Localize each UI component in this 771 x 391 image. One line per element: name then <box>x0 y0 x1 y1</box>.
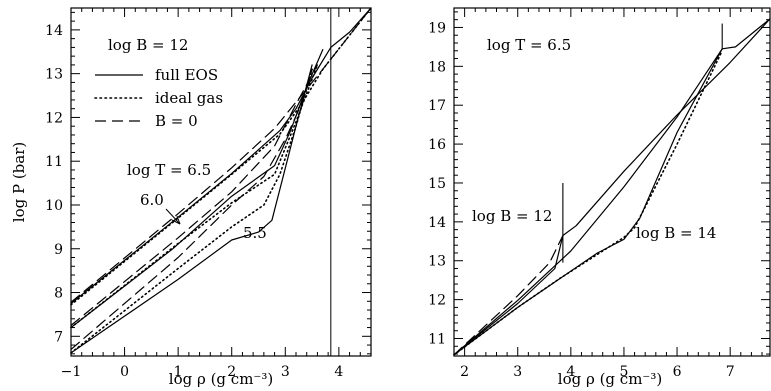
right-plot-frame <box>453 7 771 357</box>
right-series-solid-3 <box>453 18 771 356</box>
left-series-dashed-5 <box>70 64 318 326</box>
right-marker-lines <box>562 23 723 263</box>
right-x-tick-label: 7 <box>726 364 735 380</box>
right-y-tick-label: 17 <box>428 98 446 114</box>
right-y-tick-label: 15 <box>428 176 446 192</box>
left-y-tick-label: 10 <box>45 198 63 214</box>
left-x-tick-label: 3 <box>281 364 290 380</box>
right-series <box>453 18 771 356</box>
left-x-axis-title: log ρ (g cm⁻³) <box>169 370 273 388</box>
left-annot-t55: 5.5 <box>243 224 267 242</box>
left-arrow-t60 <box>165 208 181 225</box>
right-y-tick-label: 19 <box>428 20 446 36</box>
legend-label-b-zero: B = 0 <box>155 112 198 130</box>
right-series-dotted-2 <box>453 50 723 356</box>
left-y-tick-label: 7 <box>54 329 63 345</box>
left-legend: full EOS ideal gas B = 0 <box>94 66 223 130</box>
right-ticks: 2 3 4 5 6 7 11 12 13 14 15 16 17 18 19 <box>428 8 770 380</box>
left-y-tick-label: 14 <box>45 23 63 39</box>
right-x-tick-label: 2 <box>460 364 469 380</box>
right-y-tick-label: 12 <box>428 293 446 309</box>
right-y-tick-label: 14 <box>428 215 446 231</box>
left-series-dotted-7 <box>70 68 313 354</box>
left-series-dashed-2 <box>70 7 372 303</box>
right-y-tick-label: 18 <box>428 59 446 75</box>
legend-label-full-eos: full EOS <box>155 66 218 84</box>
right-y-tick-label: 16 <box>428 137 446 153</box>
left-x-tick-label: 0 <box>120 364 129 380</box>
right-y-tick-label: 11 <box>428 332 446 348</box>
left-y-tick-label: 11 <box>45 154 63 170</box>
left-y-tick-label: 12 <box>45 110 63 126</box>
right-series-solid-0 <box>453 18 771 356</box>
right-annot-b14: log B = 14 <box>636 224 716 242</box>
left-annot-t60: 6.0 <box>140 191 164 209</box>
right-x-axis-title: log ρ (g cm⁻³) <box>558 370 662 388</box>
left-annot-field: log B = 12 <box>108 36 188 54</box>
right-x-tick-label: 6 <box>673 364 682 380</box>
left-series-dotted-4 <box>70 64 319 329</box>
left-x-tick-label: 4 <box>334 364 343 380</box>
left-series-dashed-8 <box>70 68 313 350</box>
right-x-tick-label: 5 <box>619 364 628 380</box>
left-series-solid-0 <box>70 7 372 305</box>
left-x-tick-label: 2 <box>227 364 236 380</box>
right-series-dashed-1 <box>453 234 564 356</box>
left-y-tick-label: 9 <box>54 242 63 258</box>
left-x-tick-label: −1 <box>61 364 82 380</box>
left-x-tick-label: 1 <box>174 364 183 380</box>
right-x-tick-label: 4 <box>566 364 575 380</box>
left-y-tick-label: 13 <box>45 67 63 83</box>
right-x-tick-label: 3 <box>513 364 522 380</box>
right-annot-temp: log T = 6.5 <box>487 36 571 54</box>
left-y-axis-title: log P (bar) <box>10 142 28 222</box>
left-series <box>70 7 372 354</box>
left-series-solid-6 <box>70 64 313 354</box>
legend-label-ideal-gas: ideal gas <box>155 89 223 107</box>
right-series-solid-4 <box>453 48 723 356</box>
left-annot-t65: log T = 6.5 <box>127 161 211 179</box>
right-y-tick-label: 13 <box>428 254 446 270</box>
left-y-tick-label: 8 <box>54 286 63 302</box>
right-annot-b12: log B = 12 <box>472 207 552 225</box>
